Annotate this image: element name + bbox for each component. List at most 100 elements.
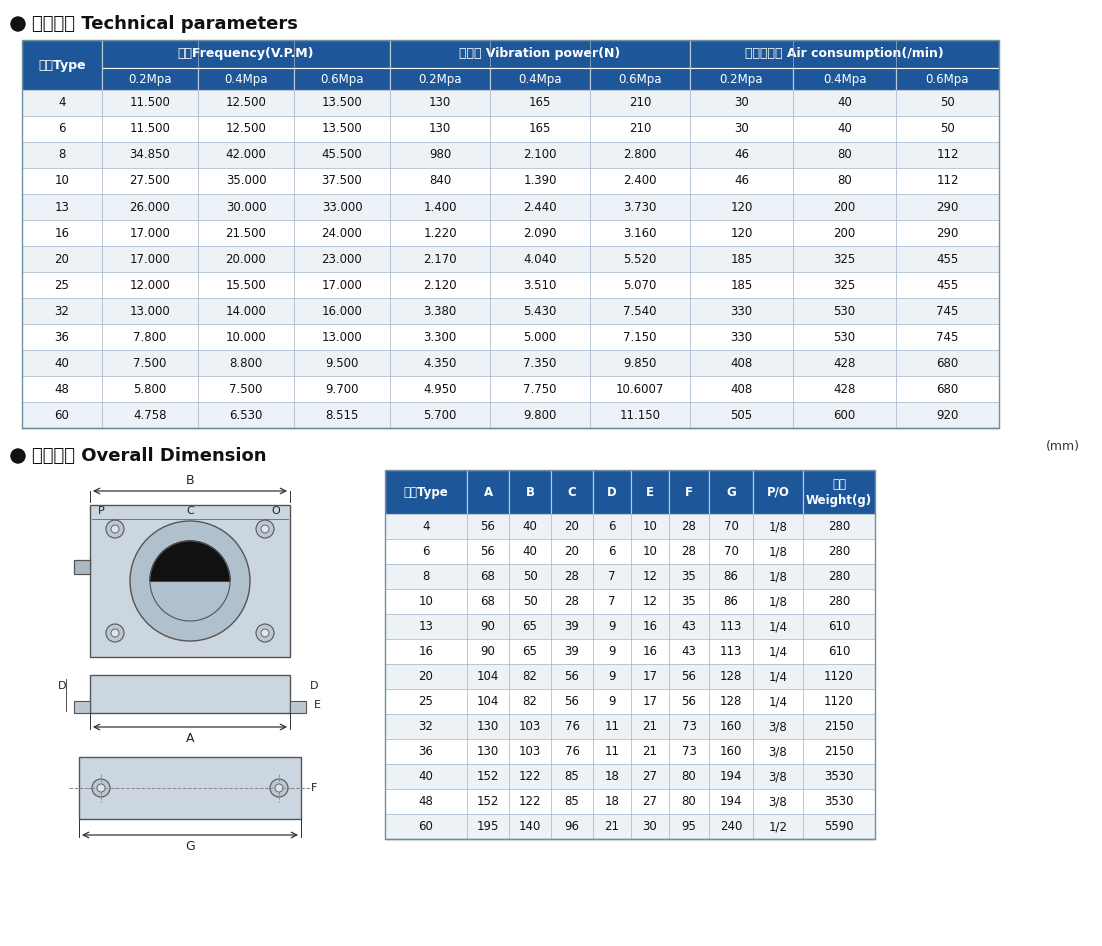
Text: F: F	[311, 783, 317, 793]
Text: 200: 200	[833, 226, 855, 239]
Text: 21: 21	[605, 820, 619, 833]
Text: 2.120: 2.120	[423, 278, 457, 291]
Text: 1/8: 1/8	[768, 520, 788, 533]
Text: 56: 56	[681, 670, 696, 683]
Bar	[90, 505, 290, 657]
Text: 12: 12	[642, 595, 658, 608]
Text: 95: 95	[681, 820, 696, 833]
Text: 6: 6	[608, 520, 616, 533]
Text: 1120: 1120	[824, 670, 854, 683]
Text: 9: 9	[608, 670, 616, 683]
Text: 16: 16	[54, 226, 69, 239]
Text: 0.6Mpa: 0.6Mpa	[321, 73, 364, 85]
Text: 130: 130	[477, 720, 499, 733]
Text: 76: 76	[564, 720, 580, 733]
Text: 68: 68	[480, 570, 496, 583]
Text: 152: 152	[477, 795, 499, 808]
Text: 65: 65	[522, 620, 538, 633]
Text: 76: 76	[564, 745, 580, 758]
Bar	[22, 246, 1000, 272]
Bar	[690, 68, 793, 90]
Text: 10.000: 10.000	[226, 330, 267, 343]
Text: 330: 330	[731, 305, 753, 318]
Text: 82: 82	[522, 695, 538, 708]
Text: 13.000: 13.000	[322, 330, 363, 343]
Bar	[22, 376, 1000, 402]
Text: 90: 90	[480, 620, 496, 633]
Bar	[490, 68, 590, 90]
Text: 21: 21	[642, 720, 658, 733]
Text: 8: 8	[422, 570, 430, 583]
Text: 104: 104	[477, 695, 499, 708]
Text: 130: 130	[429, 96, 451, 110]
Text: 8.515: 8.515	[325, 409, 358, 422]
Bar	[385, 539, 875, 564]
Bar	[79, 757, 301, 819]
Text: 505: 505	[731, 409, 753, 422]
Bar	[198, 68, 294, 90]
Bar	[385, 739, 875, 764]
Text: 240: 240	[720, 820, 742, 833]
Text: 37.500: 37.500	[322, 174, 363, 187]
Bar	[753, 470, 803, 514]
Bar	[669, 470, 709, 514]
Text: 96: 96	[564, 820, 580, 833]
Text: 13: 13	[55, 201, 69, 214]
Text: 30: 30	[642, 820, 658, 833]
Text: 13.500: 13.500	[322, 96, 363, 110]
Text: 12.500: 12.500	[226, 122, 267, 135]
Text: 3/8: 3/8	[768, 795, 787, 808]
Bar	[22, 402, 1000, 428]
Bar	[631, 470, 669, 514]
Circle shape	[106, 520, 125, 538]
Text: P: P	[98, 506, 105, 516]
Bar	[22, 324, 1000, 350]
Circle shape	[261, 629, 269, 637]
Text: 73: 73	[681, 745, 696, 758]
Text: 振动力 Vibration power(N): 振动力 Vibration power(N)	[460, 47, 620, 61]
Bar	[385, 589, 875, 614]
Text: 3/8: 3/8	[768, 745, 787, 758]
Circle shape	[256, 520, 274, 538]
Text: 34.850: 34.850	[130, 149, 171, 162]
Text: 185: 185	[731, 253, 753, 266]
Text: 20: 20	[419, 670, 433, 683]
Text: 7.800: 7.800	[133, 330, 166, 343]
Text: 40: 40	[838, 96, 852, 110]
Bar	[22, 142, 1000, 168]
Bar	[390, 68, 490, 90]
Text: 0.4Mpa: 0.4Mpa	[823, 73, 866, 85]
Text: 3530: 3530	[824, 795, 854, 808]
Text: 9.500: 9.500	[325, 357, 358, 370]
Text: 140: 140	[519, 820, 541, 833]
Text: 28: 28	[564, 570, 580, 583]
Text: 24.000: 24.000	[322, 226, 363, 239]
Text: 1.400: 1.400	[423, 201, 456, 214]
Circle shape	[256, 624, 274, 642]
Bar	[385, 714, 875, 739]
Text: 325: 325	[833, 253, 855, 266]
Text: 12.500: 12.500	[226, 96, 267, 110]
Text: 185: 185	[731, 278, 753, 291]
Text: 7.150: 7.150	[624, 330, 657, 343]
Text: 32: 32	[419, 720, 433, 733]
Text: 280: 280	[828, 545, 850, 558]
Text: 1/8: 1/8	[768, 595, 788, 608]
Text: 2.800: 2.800	[624, 149, 657, 162]
Circle shape	[261, 525, 269, 533]
Bar	[102, 40, 390, 68]
Text: 2.400: 2.400	[624, 174, 657, 187]
Text: 280: 280	[828, 570, 850, 583]
Text: 27: 27	[642, 770, 658, 783]
Text: 15.500: 15.500	[226, 278, 267, 291]
Bar	[590, 68, 690, 90]
Text: 5.430: 5.430	[523, 305, 557, 318]
Circle shape	[11, 17, 25, 31]
Text: 27: 27	[642, 795, 658, 808]
Text: 56: 56	[564, 670, 580, 683]
Text: 113: 113	[720, 620, 742, 633]
Text: 455: 455	[937, 253, 959, 266]
Text: 外形尺寸 Overall Dimension: 外形尺寸 Overall Dimension	[32, 447, 267, 465]
Text: 210: 210	[629, 122, 651, 135]
Text: 20: 20	[564, 545, 580, 558]
